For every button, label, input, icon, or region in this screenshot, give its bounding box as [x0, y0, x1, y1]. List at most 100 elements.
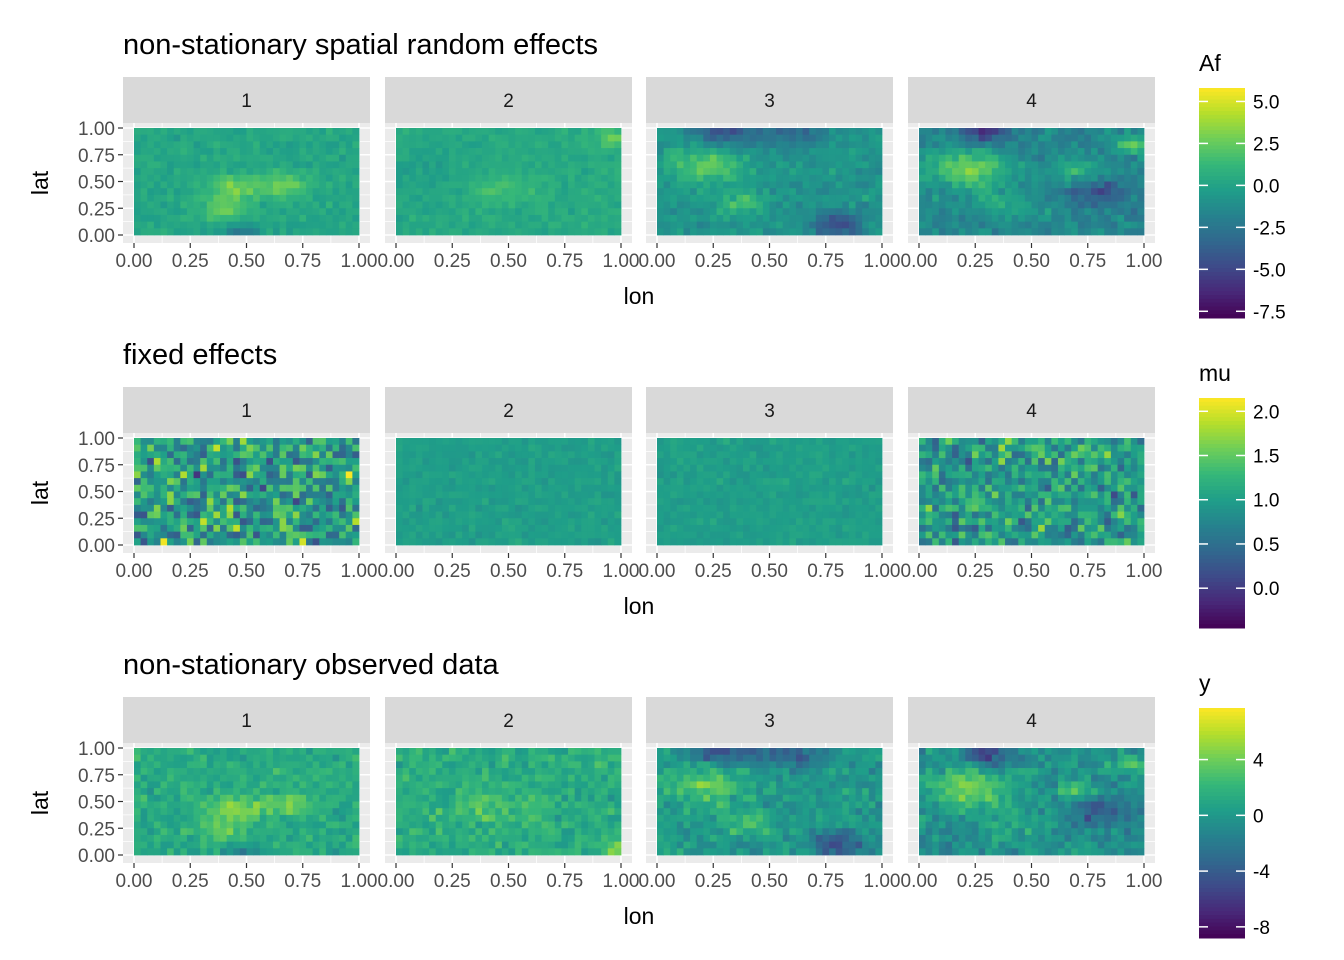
heat-tile: [723, 511, 731, 519]
heat-tile: [991, 484, 999, 492]
heat-tile: [802, 174, 810, 182]
heat-tile: [319, 161, 327, 169]
heat-tile: [266, 214, 274, 223]
heat-tile: [422, 451, 430, 459]
heat-tile: [213, 194, 221, 202]
heat-tile: [233, 181, 241, 189]
heat-tile: [743, 228, 751, 236]
heat-tile: [554, 538, 562, 546]
heat-tile: [945, 498, 953, 506]
heat-tile: [1018, 484, 1026, 492]
heat-tile: [709, 498, 717, 506]
heat-tile: [1011, 168, 1019, 176]
heat-tile: [1104, 148, 1112, 156]
heat-tile: [1024, 531, 1032, 539]
heat-tile: [729, 141, 737, 149]
heat-tile: [193, 531, 201, 539]
heat-tile: [938, 511, 946, 519]
heat-tile: [978, 538, 986, 546]
heat-tile: [475, 444, 483, 452]
heat-tile: [723, 464, 731, 472]
heat-tile: [561, 491, 569, 499]
heat-tile: [299, 761, 307, 769]
heat-tile: [762, 478, 770, 486]
heat-tile: [762, 444, 770, 452]
colorbar-segment: [1199, 180, 1245, 185]
heat-tile: [663, 438, 671, 446]
heat-tile: [703, 504, 711, 512]
heat-tile: [160, 518, 168, 526]
heat-tile: [782, 471, 790, 479]
heat-tile: [1024, 491, 1032, 499]
heat-tile: [743, 531, 751, 539]
heat-tile: [332, 498, 340, 506]
heat-tile: [1084, 511, 1092, 519]
heat-tile: [723, 228, 731, 236]
heat-tile: [140, 524, 148, 533]
heat-tile: [292, 208, 300, 216]
heat-tile: [690, 201, 698, 209]
heat-tiles: [657, 128, 883, 236]
heat-tile: [147, 464, 155, 472]
heat-tile: [173, 768, 181, 776]
heat-tile: [1064, 221, 1072, 229]
heat-tile: [468, 128, 476, 136]
heat-tile: [1044, 181, 1052, 189]
heat-tile: [134, 478, 142, 486]
facet-strip-label: 1: [241, 711, 252, 732]
heat-tile: [488, 154, 496, 162]
heat-tile: [435, 464, 443, 472]
heat-tile: [279, 221, 287, 229]
heat-tile: [958, 518, 966, 526]
heat-tile: [253, 208, 261, 216]
heat-tile: [200, 214, 208, 223]
heat-tile: [186, 471, 194, 479]
heat-tile: [1044, 161, 1052, 169]
heat-tile: [147, 498, 155, 506]
x-tick-label: 0.00: [639, 561, 676, 582]
heat-tile: [1091, 174, 1099, 182]
heat-tile: [306, 524, 314, 533]
heat-tile: [292, 201, 300, 209]
heat-tile: [607, 188, 615, 196]
heat-tile: [455, 221, 463, 229]
heat-tile: [206, 214, 214, 223]
heat-tile: [1051, 451, 1059, 459]
heat-tile: [1031, 168, 1039, 176]
heat-tile: [488, 128, 496, 136]
heat-tile: [292, 524, 300, 533]
heat-tile: [475, 128, 483, 136]
heat-tile: [932, 451, 940, 459]
heat-tile: [769, 504, 777, 512]
heat-tile: [709, 174, 717, 182]
heat-tile: [607, 134, 615, 142]
heat-tile: [193, 478, 201, 486]
heat-tile: [422, 538, 430, 546]
heat-tile: [508, 128, 516, 136]
heat-tile: [1104, 471, 1112, 479]
heat-tile: [508, 168, 516, 176]
heat-tile: [842, 214, 850, 223]
heat-tile: [868, 208, 876, 216]
heat-tile: [312, 154, 320, 162]
heat-tile: [875, 478, 883, 486]
heat-tile: [782, 538, 790, 546]
heat-tile: [488, 504, 496, 512]
heat-tile: [991, 451, 999, 459]
heat-tile: [875, 491, 883, 499]
heat-tile: [842, 511, 850, 519]
heat-tile: [978, 478, 986, 486]
heat-tile: [402, 511, 410, 519]
heat-tile: [1124, 214, 1132, 223]
heat-tile: [1064, 161, 1072, 169]
colorbar-segment: [1199, 440, 1245, 445]
heat-tile: [173, 484, 181, 492]
heat-tile: [279, 464, 287, 472]
colorbar-segment: [1199, 272, 1245, 277]
heat-tile: [429, 194, 437, 202]
heat-tile: [1057, 208, 1065, 216]
heat-tile: [932, 128, 940, 136]
heat-tile: [716, 141, 724, 149]
heat-tile: [919, 444, 927, 452]
heat-tile: [1018, 538, 1026, 546]
